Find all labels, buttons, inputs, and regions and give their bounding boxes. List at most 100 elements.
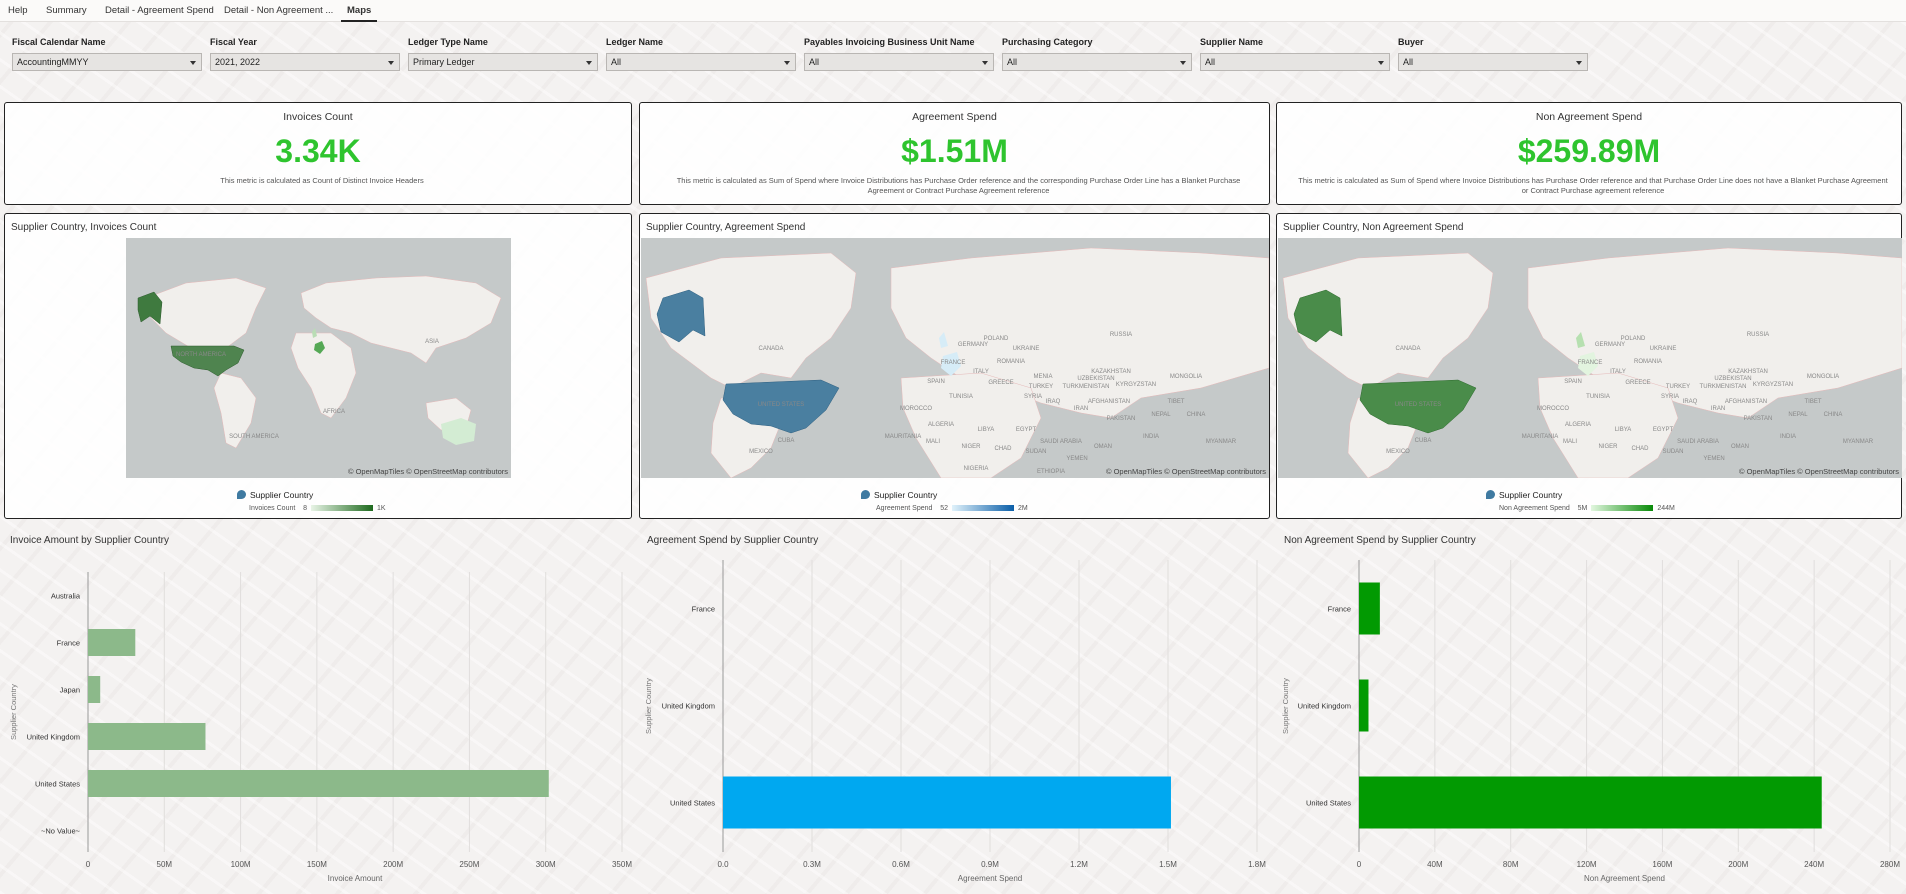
map-label: EGYPT [1016, 427, 1037, 433]
caret-down-icon [190, 61, 196, 65]
ledger-type-select[interactable]: Primary Ledger [408, 53, 598, 71]
metric-title: Non Agreement Spend [1535, 111, 1643, 123]
caret-down-icon [388, 61, 394, 65]
tab-maps[interactable]: Maps [341, 0, 378, 22]
bar[interactable] [88, 723, 206, 750]
legend-label: Supplier Country [874, 490, 938, 500]
world-map[interactable]: NORTH AMERICA AFRICA ASIA SOUTH AMERICA … [126, 238, 511, 478]
map-label: SOUTH AMERICA [229, 434, 279, 440]
map-label: OMAN [1731, 444, 1749, 450]
map-attribution[interactable]: © OpenMapTiles © OpenStreetMap contribut… [347, 467, 508, 476]
map-label: CUBA [1415, 438, 1432, 444]
map-shape-uk [1576, 332, 1585, 348]
metric-agreement-spend[interactable]: Agreement Spend $1.51M This metric is ca… [639, 102, 1270, 205]
map-legend: Supplier Country [1486, 490, 1562, 500]
filter-value: All [1205, 57, 1216, 67]
map-label: EGYPT [1653, 427, 1674, 433]
map-label: IRAQ [1683, 399, 1698, 405]
gradient-bar [1591, 505, 1654, 511]
bar[interactable] [723, 776, 1171, 829]
map-panel-agreement: Supplier Country, Agreement Spend CANADA… [639, 213, 1270, 519]
bar[interactable] [88, 770, 549, 797]
map-shape-uk [939, 332, 948, 348]
chart-title-agreement-spend: Agreement Spend by Supplier Country [647, 535, 819, 546]
y-axis-title: Supplier Country [644, 678, 653, 734]
gradient-max: 2M [1018, 505, 1028, 512]
map-label: INDIA [1780, 434, 1796, 440]
gradient-label: Agreement Spend [876, 505, 933, 512]
fiscal-year-select[interactable]: 2021, 2022 [210, 53, 400, 71]
world-map[interactable]: CANADA RUSSIA UNITED STATES KAZAKHSTAN M… [641, 238, 1269, 478]
map-label: TIBET [1804, 399, 1821, 405]
map-label: AFRICA [323, 409, 345, 415]
legend-label: Supplier Country [1499, 490, 1563, 500]
map-attribution[interactable]: © OpenMapTiles © OpenStreetMap contribut… [1738, 467, 1899, 476]
bar-chart-invoice-amount[interactable]: 0 50M 100M 150M 200M 250M 300M 350M Australia Fra… [4, 550, 632, 890]
map-label: CHAD [994, 446, 1012, 452]
map-shape-france [1578, 352, 1598, 376]
metric-title: Invoices Count [283, 111, 353, 123]
metric-invoices-count[interactable]: Invoices Count 3.34K This metric is calc… [4, 102, 632, 205]
x-tick-label: 200M [383, 860, 403, 869]
map-label: SYRIA [1661, 394, 1679, 400]
map-shape-alaska [1293, 289, 1343, 343]
purchasing-category-select[interactable]: All [1002, 53, 1192, 71]
map-gradient-legend: Non Agreement Spend 5M 244M [1499, 505, 1675, 512]
map-label: NIGER [1598, 444, 1618, 450]
panel-title: Supplier Country, Agreement Spend [646, 222, 806, 233]
x-tick-label: 50M [157, 860, 173, 869]
gradient-bar [952, 505, 1015, 511]
map-label: TURKEY [1666, 384, 1690, 390]
x-tick-label: 160M [1652, 860, 1672, 869]
world-map[interactable]: CANADA RUSSIA UNITED STATES KAZAKHSTAN M… [1278, 238, 1902, 478]
y-tick-label: France [1328, 605, 1351, 614]
map-label: UZBEKISTAN [1077, 376, 1114, 382]
metric-non-agreement-spend[interactable]: Non Agreement Spend $259.89M This metric… [1276, 102, 1902, 205]
tab-bar: Help Summary Detail - Agreement Spend De… [0, 0, 1906, 22]
map-label: NIGERIA [964, 466, 989, 472]
metric-value: 3.34K [275, 133, 361, 169]
metric-description: This metric is calculated as Count of Di… [220, 176, 424, 185]
map-label: SUDAN [1025, 449, 1046, 455]
bar[interactable] [88, 676, 101, 703]
business-unit-select[interactable]: All [804, 53, 994, 71]
tab-detail-agreement-spend[interactable]: Detail - Agreement Spend [105, 5, 214, 16]
y-tick-label: Australia [51, 592, 81, 601]
map-shape-australia [441, 418, 476, 445]
ledger-name-select[interactable]: All [606, 53, 796, 71]
caret-down-icon [784, 61, 790, 65]
map-label: SYRIA [1024, 394, 1042, 400]
map-label: SUDAN [1662, 449, 1683, 455]
bar[interactable] [88, 629, 136, 656]
buyer-select[interactable]: All [1398, 53, 1588, 71]
gradient-min: 8 [303, 505, 307, 512]
caret-down-icon [586, 61, 592, 65]
x-axis-title: Non Agreement Spend [1584, 874, 1665, 883]
map-label: UKRAINE [1013, 346, 1040, 352]
map-label: MOROCCO [900, 406, 932, 412]
bar-chart-agreement-spend[interactable]: 0.0 0.3M 0.6M 0.9M 1.2M 1.5M 1.8M France United … [639, 550, 1270, 890]
y-tick-label: France [57, 639, 80, 648]
bar[interactable] [1359, 582, 1380, 635]
tab-help[interactable]: Help [8, 5, 28, 16]
map-label: TUNISIA [949, 394, 973, 400]
x-tick-label: 300M [536, 860, 556, 869]
map-label: PAKISTAN [1107, 416, 1136, 422]
map-attribution[interactable]: © OpenMapTiles © OpenStreetMap contribut… [1105, 467, 1266, 476]
map-label: GREECE [1625, 380, 1650, 386]
bar-chart-non-agreement-spend[interactable]: 0 40M 80M 120M 160M 200M 240M 280M France United … [1276, 550, 1902, 890]
x-tick-label: 0.9M [981, 860, 999, 869]
tab-detail-non-agreement[interactable]: Detail - Non Agreement ... [224, 5, 334, 16]
supplier-name-select[interactable]: All [1200, 53, 1390, 71]
bar[interactable] [1359, 679, 1369, 732]
tab-summary[interactable]: Summary [46, 5, 87, 16]
map-shapes: CANADA RUSSIA UNITED STATES KAZAKHSTAN M… [1282, 247, 1902, 478]
map-label: MAURITANIA [885, 434, 922, 440]
map-label: SAUDI ARABIA [1677, 439, 1719, 445]
fiscal-calendar-select[interactable]: AccountingMMYY [12, 53, 202, 71]
bar[interactable] [1359, 776, 1822, 829]
filter-value: All [1403, 57, 1414, 67]
filter-label: Purchasing Category [1002, 37, 1093, 47]
map-label: ETHIOPIA [1037, 469, 1065, 475]
filter-label: Ledger Type Name [408, 37, 488, 47]
